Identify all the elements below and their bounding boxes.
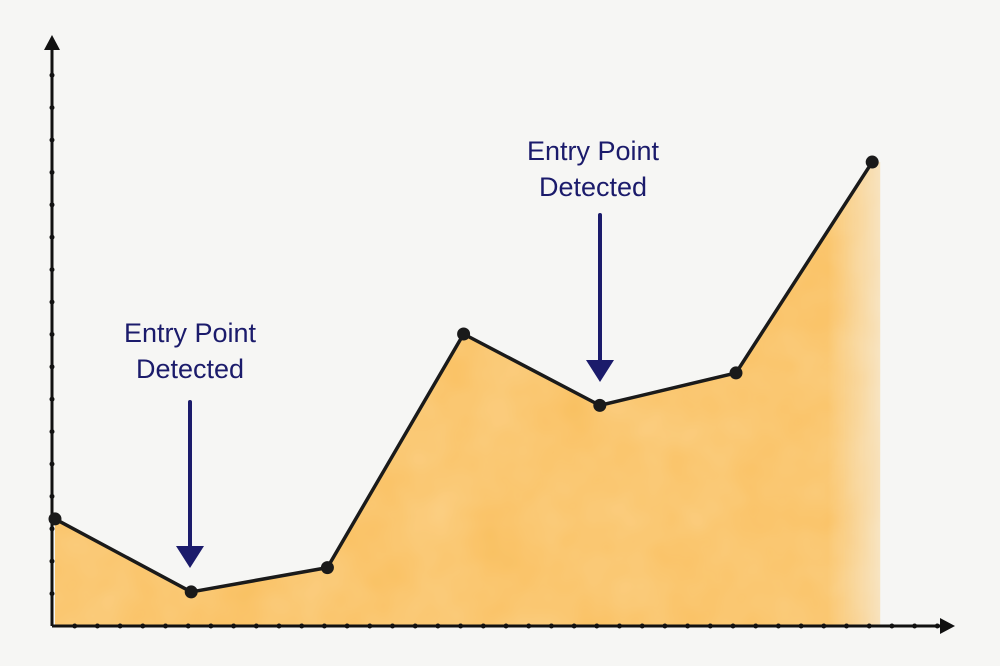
y-axis-tick	[49, 105, 55, 111]
x-axis-tick	[730, 623, 736, 629]
x-axis-tick	[163, 623, 168, 629]
x-axis-tick	[299, 623, 305, 629]
x-axis-tick	[185, 623, 191, 629]
annotation-arrowhead	[586, 360, 614, 382]
x-axis-tick	[367, 623, 373, 629]
annotation-text: Detected	[539, 172, 647, 202]
y-axis-arrow	[44, 35, 60, 50]
annotation-arrowhead	[176, 546, 204, 568]
y-axis-tick	[49, 461, 55, 467]
x-axis-tick	[503, 623, 509, 629]
x-axis-tick	[435, 623, 441, 629]
point	[320, 561, 334, 575]
y-axis-tick	[49, 267, 55, 273]
y-axis-tick	[49, 137, 55, 143]
y-axis-tick	[49, 202, 55, 208]
annotation-text: Entry Point	[527, 136, 660, 166]
x-axis-tick	[208, 623, 214, 629]
point	[593, 398, 607, 412]
x-axis-tick	[753, 623, 759, 629]
area-texture	[55, 162, 881, 627]
y-axis-tick	[49, 493, 55, 499]
y-axis-tick	[49, 331, 55, 337]
x-axis-tick	[571, 623, 577, 629]
x-axis-tick	[798, 623, 804, 629]
x-axis-tick	[412, 623, 418, 629]
x-axis-tick	[934, 623, 940, 629]
y-axis-tick	[49, 558, 55, 564]
point	[729, 366, 743, 380]
x-axis-tick	[866, 623, 872, 629]
point	[865, 155, 879, 169]
point	[48, 512, 62, 526]
point	[457, 327, 471, 341]
x-axis-tick	[889, 623, 895, 629]
y-axis-tick	[49, 591, 55, 597]
x-axis-tick	[344, 623, 350, 629]
x-axis-tick	[662, 623, 668, 629]
x-axis-tick	[707, 623, 713, 629]
x-axis-tick	[94, 623, 100, 629]
point	[184, 585, 198, 599]
x-axis-arrow	[940, 618, 955, 634]
x-axis-tick	[72, 623, 78, 629]
y-axis-tick	[49, 396, 55, 402]
x-axis-tick	[617, 623, 622, 629]
annotation-text: Detected	[136, 354, 244, 384]
y-axis-tick	[49, 526, 55, 532]
x-axis-tick	[390, 623, 395, 629]
x-axis-tick	[821, 623, 827, 629]
x-axis-tick	[639, 623, 645, 629]
x-axis-tick	[276, 623, 282, 629]
x-axis-tick	[321, 623, 327, 629]
x-axis-tick	[117, 623, 123, 629]
x-axis-tick	[844, 623, 849, 629]
x-axis-tick	[140, 623, 146, 629]
x-axis-tick	[912, 623, 918, 629]
x-axis-tick	[548, 623, 554, 629]
y-axis-tick	[49, 429, 55, 435]
x-axis-tick	[526, 623, 532, 629]
y-axis-tick	[49, 169, 55, 175]
x-axis-tick	[594, 623, 600, 629]
x-axis-tick	[458, 623, 464, 629]
x-axis-tick	[480, 623, 486, 629]
x-axis-tick	[775, 623, 781, 629]
y-axis-tick	[49, 299, 55, 305]
y-axis-tick	[49, 234, 55, 240]
x-axis-tick	[253, 623, 259, 629]
y-axis-tick	[49, 364, 55, 370]
x-axis-tick	[685, 623, 691, 629]
annotation-text: Entry Point	[124, 318, 257, 348]
x-axis-tick	[231, 623, 237, 629]
y-axis-tick	[49, 72, 55, 78]
